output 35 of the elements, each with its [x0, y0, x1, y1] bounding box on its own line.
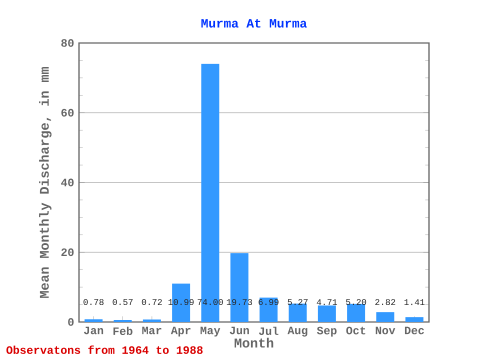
data-label: 1.41 [404, 299, 425, 306]
y-axis-title: Mean Monthly Discharge, in mm [39, 67, 52, 298]
data-label: 2.82 [375, 299, 396, 306]
x-tick-label: May [200, 326, 220, 337]
x-tick-label: Apr [170, 326, 190, 337]
bar [347, 304, 366, 322]
data-label: 4.71 [316, 299, 338, 306]
x-tick-label: Jul [258, 326, 278, 336]
y-tick-label: 40 [61, 178, 74, 186]
bar [142, 319, 161, 322]
x-tick-label: Jun [230, 326, 249, 334]
data-label: 5.20 [346, 299, 366, 306]
bar [288, 304, 307, 322]
y-tick-label: 80 [61, 39, 74, 47]
text: Observatons from 1964 to 1988 [6, 345, 203, 354]
x-tick-label: Oct [346, 326, 366, 334]
bar [405, 317, 424, 322]
x-tick-label: Feb [113, 326, 132, 336]
bar [318, 306, 336, 322]
x-tick-label: Nov [376, 326, 396, 334]
bar [376, 312, 394, 322]
chart-title: Murma At Murma [201, 19, 307, 28]
y-tick-label: 20 [61, 248, 74, 256]
x-tick-label: Dec [404, 326, 424, 334]
data-label: 0.78 [84, 299, 104, 306]
x-tick-label: Jan [84, 326, 104, 334]
data-label: 0.72 [142, 299, 162, 306]
data-label: 0.57 [112, 299, 133, 306]
x-tick-label: Mar [142, 326, 162, 334]
x-axis-title: Month [234, 338, 274, 348]
y-tick-label: 60 [61, 108, 74, 117]
y-tick-label: 0 [68, 318, 74, 326]
bar [84, 319, 103, 322]
x-tick-label: Sep [316, 326, 337, 337]
x-tick-label: Aug [288, 326, 308, 337]
